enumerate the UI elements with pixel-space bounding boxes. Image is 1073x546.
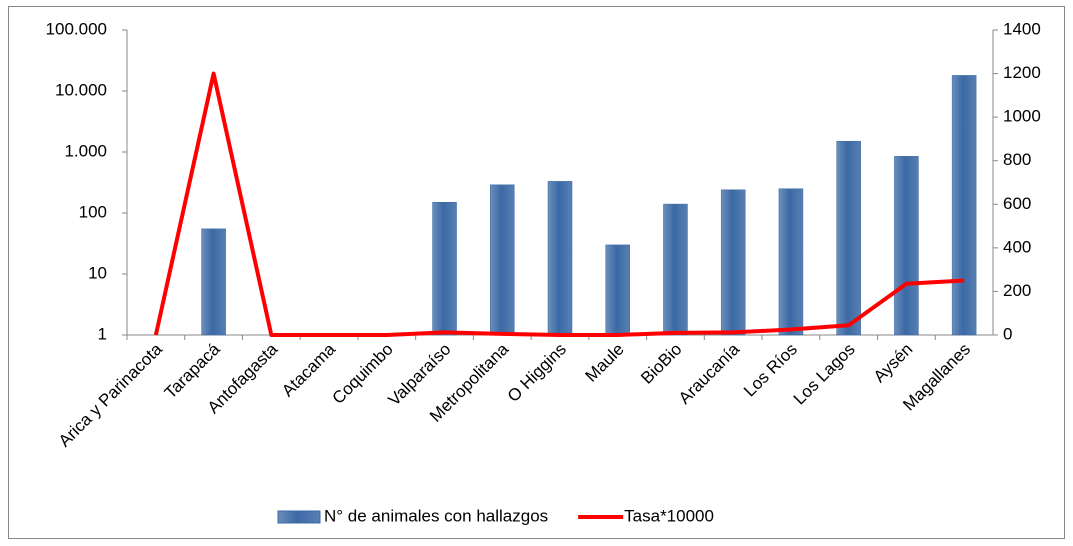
bar — [663, 203, 688, 336]
y2-tick-label: 400 — [1003, 237, 1031, 256]
y2-tick-label: 1000 — [1003, 107, 1041, 126]
y-tick-label: 1.000 — [64, 141, 107, 160]
y2-tick-label: 1200 — [1003, 63, 1041, 82]
bar — [490, 184, 515, 336]
bar — [778, 188, 804, 336]
bar — [951, 75, 977, 336]
y2-tick-label: 0 — [1003, 324, 1012, 343]
bar — [547, 181, 573, 336]
bar — [605, 244, 630, 336]
chart-frame — [8, 6, 1065, 539]
bar — [894, 156, 919, 336]
y-tick-label: 100.000 — [46, 19, 107, 38]
y2-tick-label: 200 — [1003, 281, 1031, 300]
legend-label: N° de animales con hallazgos — [324, 506, 548, 525]
legend-swatch — [277, 510, 321, 524]
y-tick-label: 10.000 — [55, 80, 107, 99]
line — [153, 71, 965, 337]
bar — [201, 228, 226, 336]
bar — [432, 202, 457, 336]
bar — [836, 141, 861, 336]
y-tick-label: 1 — [98, 324, 107, 343]
y-tick-label: 100 — [79, 202, 107, 221]
y2-tick-label: 800 — [1003, 150, 1031, 169]
legend-label: Tasa*10000 — [624, 506, 714, 525]
y2-tick-label: 1400 — [1003, 19, 1041, 38]
bar — [720, 189, 746, 336]
y2-tick-label: 600 — [1003, 194, 1031, 213]
y-tick-label: 10 — [88, 263, 107, 282]
